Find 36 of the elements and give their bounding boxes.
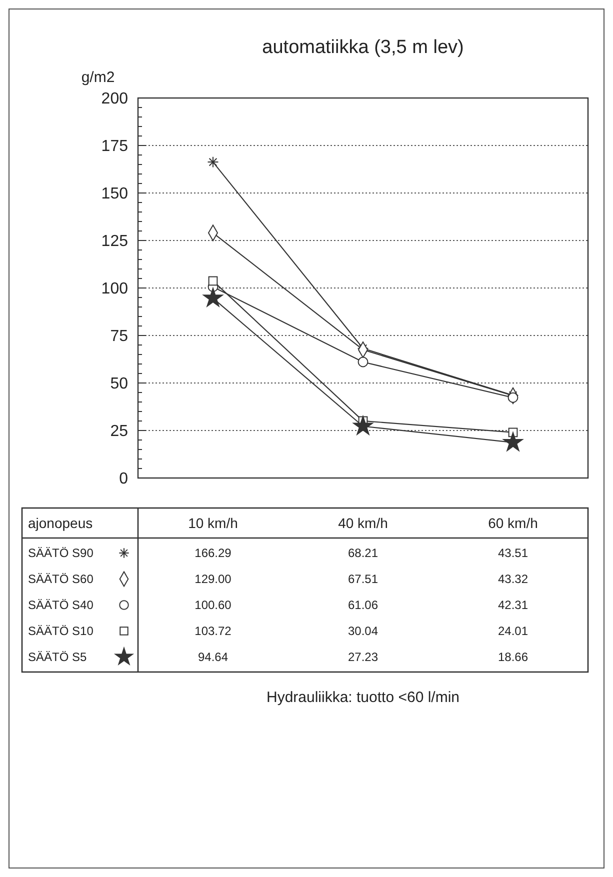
x-axis-title: ajonopeus bbox=[28, 514, 93, 531]
data-label: 129.00 bbox=[194, 572, 232, 586]
y-axis-title: g/m2 bbox=[81, 69, 115, 86]
data-label: 43.51 bbox=[498, 546, 528, 560]
legend-label: SÄÄTÖ S5 bbox=[28, 650, 88, 664]
data-label: 94.64 bbox=[198, 650, 228, 664]
legend-label: SÄÄTÖ S10 bbox=[28, 624, 94, 638]
y-tick-label: 200 bbox=[101, 90, 128, 108]
y-tick-label: 75 bbox=[110, 328, 128, 346]
y-tick-label: 25 bbox=[110, 423, 128, 440]
data-label: 68.21 bbox=[348, 546, 378, 560]
y-tick-label: 100 bbox=[101, 280, 128, 298]
legend-label: SÄÄTÖ S60 bbox=[28, 572, 94, 586]
data-label: 27.23 bbox=[348, 650, 378, 664]
data-label: 43.32 bbox=[498, 572, 528, 586]
data-label: 42.31 bbox=[498, 598, 528, 612]
x-tick-label: 60 km/h bbox=[488, 514, 538, 531]
y-tick-label: 175 bbox=[101, 138, 128, 156]
data-label: 100.60 bbox=[194, 598, 232, 612]
x-tick-label: 10 km/h bbox=[188, 514, 238, 531]
legend-label: SÄÄTÖ S40 bbox=[28, 598, 94, 612]
y-tick-label: 150 bbox=[101, 186, 128, 203]
chart-title: automatiikka (3,5 m lev) bbox=[262, 37, 464, 58]
x-tick-label: 40 km/h bbox=[338, 514, 388, 531]
legend-label: SÄÄTÖ S90 bbox=[28, 546, 94, 560]
data-label: 18.66 bbox=[498, 650, 528, 664]
data-label: 67.51 bbox=[348, 572, 378, 586]
data-label: 30.04 bbox=[348, 624, 378, 638]
data-label: 24.01 bbox=[498, 624, 528, 638]
y-tick-label: 125 bbox=[101, 233, 128, 250]
data-label: 61.06 bbox=[348, 598, 378, 612]
y-tick-label: 0 bbox=[119, 470, 128, 488]
y-tick-label: 50 bbox=[110, 376, 128, 393]
data-label: 103.72 bbox=[194, 624, 232, 638]
data-label: 166.29 bbox=[194, 546, 232, 560]
text: Hydrauliikka: tuotto <60 l/min bbox=[266, 689, 460, 706]
